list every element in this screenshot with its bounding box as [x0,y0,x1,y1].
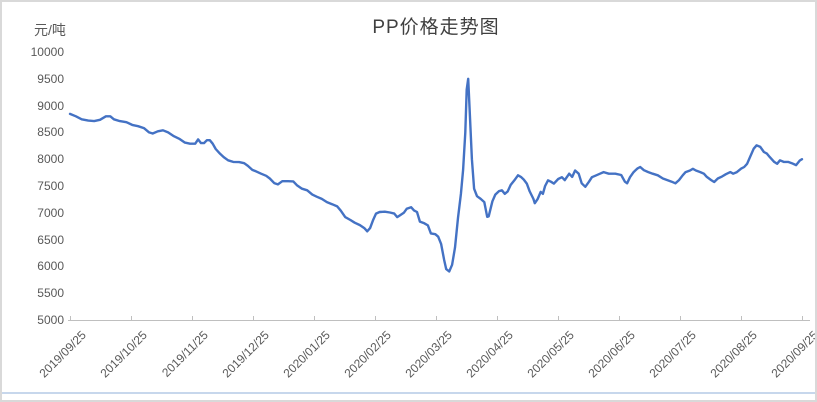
x-axis-tick-mark [497,316,498,321]
y-axis-tick-label: 5500 [37,286,64,301]
x-axis-tick-mark [558,316,559,321]
price-line-series [68,77,804,273]
y-axis-unit-label: 元/吨 [34,22,66,38]
x-axis-line [68,320,810,321]
y-axis-tick-label: 6500 [37,232,64,247]
y-axis-tick-label: 9500 [37,71,64,86]
x-axis-tick-mark [619,316,620,321]
chart-bottom-border [2,392,815,394]
y-axis-tick-label: 8000 [37,152,64,167]
y-axis-tick-label: 7000 [37,205,64,220]
x-axis-tick-mark [314,316,315,321]
x-axis-tick-mark [70,316,71,321]
x-axis-tick-mark [680,316,681,321]
y-axis-tick-label: 5000 [37,313,64,327]
x-axis-tick-mark [741,316,742,321]
x-axis-tick-mark [375,316,376,321]
y-axis-tick-label: 10000 [30,45,64,59]
y-axis-tick-label: 8500 [37,125,64,140]
x-axis-tick-mark [192,316,193,321]
y-axis-tick-label: 9000 [37,98,64,113]
x-axis-tick-mark [253,316,254,321]
y-axis-tick-label: 7500 [37,179,64,193]
x-axis-tick-mark [802,316,803,321]
y-axis-tick-label: 6000 [37,259,64,274]
x-axis-tick-mark [131,316,132,321]
x-axis-tick-mark [436,316,437,321]
chart-title: PP价格走势图 [372,17,500,38]
